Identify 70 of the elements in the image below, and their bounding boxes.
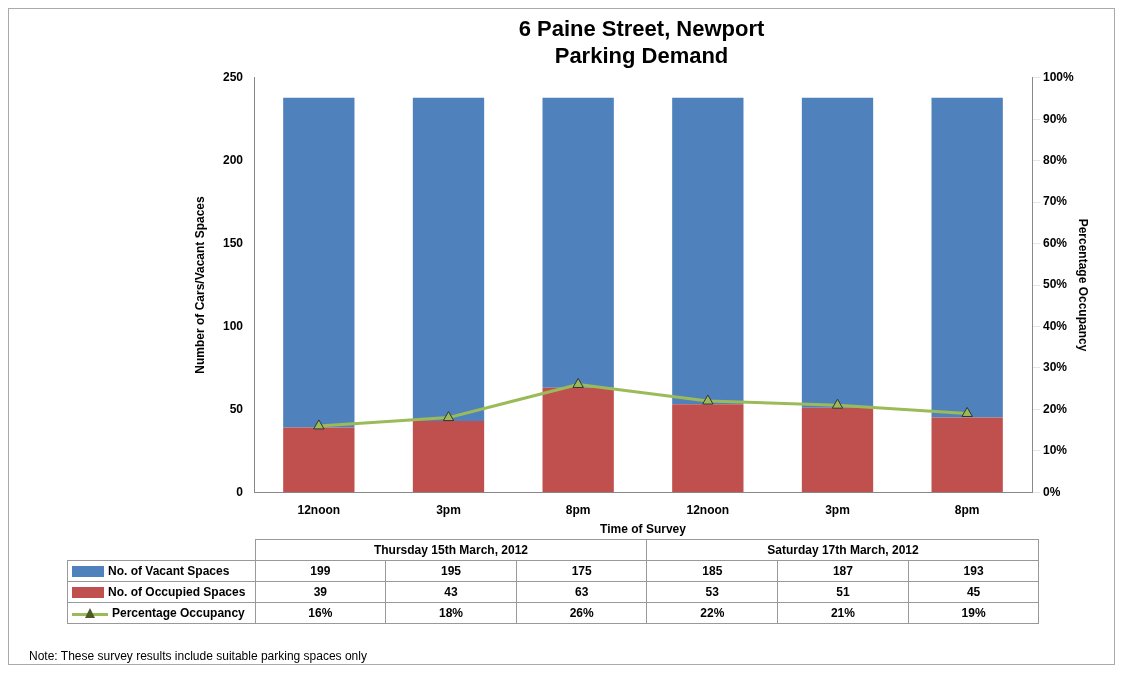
data-label: 22% [646, 602, 778, 624]
y2-tick-label: 60% [1043, 235, 1068, 250]
legend-label: Percentage Occupancy [112, 606, 245, 620]
x-tick-label: 8pm [954, 502, 980, 517]
y-tick-label: 250 [222, 70, 244, 85]
bar [283, 97, 355, 428]
legend-label: No. of Vacant Spaces [108, 564, 230, 578]
point [442, 411, 455, 422]
y2-tick-label: 40% [1043, 318, 1068, 333]
x-tick-label: 3pm [436, 502, 461, 517]
bar [672, 97, 744, 405]
x-axis-title: Time of Survey [600, 522, 687, 537]
data-label: 187 [777, 560, 909, 582]
point [961, 406, 973, 417]
bar [542, 97, 614, 388]
text: Note: These survey results include suitable parking spaces only [29, 649, 367, 663]
bar [412, 97, 485, 421]
bar [542, 387, 614, 493]
point [572, 377, 584, 388]
y2-tick-label: 70% [1043, 194, 1068, 209]
point [831, 398, 844, 409]
y-tick-label: 0 [236, 484, 244, 499]
bar [412, 420, 485, 493]
data-label: 185 [646, 560, 778, 582]
y-tick-label: 200 [222, 152, 244, 167]
chart-title: 6 Paine Street, Newport [518, 16, 766, 42]
data-label: 63 [516, 581, 647, 603]
bar [283, 427, 355, 493]
data-label: 43 [385, 581, 517, 603]
bar [801, 407, 874, 493]
point [313, 419, 325, 430]
data-label: 51 [777, 581, 909, 603]
data-label: 175 [516, 560, 647, 582]
y-tick-label: 100 [222, 318, 244, 333]
data-label: 193 [908, 560, 1039, 582]
text: Saturday 17th March, 2012 [646, 539, 1039, 561]
y2-tick-label: 0% [1043, 484, 1061, 499]
data-label: 39 [255, 581, 386, 603]
bar [931, 97, 1003, 418]
data-label: 26% [516, 602, 647, 624]
data-label: 195 [385, 560, 517, 582]
x-tick-label: 3pm [825, 502, 850, 517]
y-tick-label: 150 [222, 235, 244, 250]
y2-tick-label: 20% [1043, 401, 1068, 416]
y-tick-label: 50 [229, 401, 244, 416]
y2-tick-label: 10% [1043, 443, 1068, 458]
data-label: 19% [908, 602, 1039, 624]
bar [672, 404, 744, 493]
data-label: 16% [255, 602, 386, 624]
x-tick-label: 12noon [686, 502, 730, 517]
y2-tick-label: 30% [1043, 360, 1068, 375]
data-label: 199 [255, 560, 386, 582]
y2-tick-label: 80% [1043, 152, 1068, 167]
point [702, 394, 714, 405]
data-label: 18% [385, 602, 517, 624]
text: Thursday 15th March, 2012 [255, 539, 647, 561]
data-label: 21% [777, 602, 909, 624]
y2-tick-label: 50% [1043, 277, 1068, 292]
legend-label: No. of Occupied Spaces [108, 585, 246, 599]
x-tick-label: 12noon [297, 502, 341, 517]
x-tick-label: 8pm [565, 502, 591, 517]
bar [931, 417, 1003, 493]
y2-tick-label: 100% [1043, 70, 1075, 85]
chart-subtitle: Parking Demand [554, 42, 729, 68]
y2-axis-title: Percentage Occupancy [1076, 218, 1091, 352]
y-axis-title: Number of Cars/Vacant Spaces [192, 195, 207, 374]
y2-tick-label: 90% [1043, 111, 1068, 126]
data-label: 53 [646, 581, 778, 603]
data-label: 45 [908, 581, 1039, 603]
bar [801, 97, 874, 408]
